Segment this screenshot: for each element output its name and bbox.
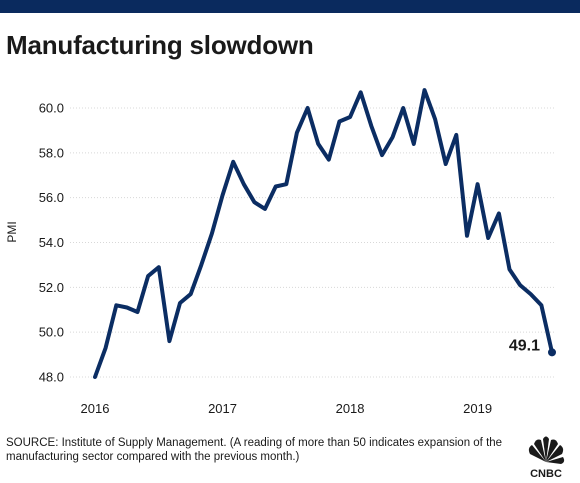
y-tick-label: 54.0	[39, 235, 64, 250]
x-tick-label: 2016	[81, 401, 110, 416]
cnbc-peacock-logo: CNBC	[528, 436, 565, 480]
y-tick-label: 56.0	[39, 190, 64, 205]
gridlines	[70, 107, 555, 378]
y-tick-label: 58.0	[39, 145, 64, 160]
line-chart: 48.050.052.054.056.058.060.0 2016 2017 201…	[5, 88, 556, 416]
chart-title: Manufacturing slowdown	[6, 30, 314, 60]
y-tick-label: 52.0	[39, 280, 64, 295]
x-tick-label: 2018	[336, 401, 365, 416]
y-tick-label: 48.0	[39, 370, 64, 385]
y-axis-label: PMI	[5, 221, 19, 242]
x-axis-ticks: 2016 2017 2018 2019	[81, 401, 493, 416]
y-axis-ticks: 48.0 50.0 52.0 54.0 56.0 58.0 60.0	[39, 101, 64, 385]
series-line	[93, 88, 554, 379]
last-point-marker	[548, 348, 556, 357]
source-note: SOURCE: Institute of Supply Management. …	[6, 437, 503, 463]
y-tick-label: 50.0	[39, 325, 64, 340]
top-bar	[0, 0, 580, 13]
x-tick-label: 2017	[208, 401, 237, 416]
series-pmi	[93, 88, 556, 379]
x-tick-label: 2019	[463, 401, 492, 416]
last-value-label: 49.1	[509, 337, 540, 354]
y-tick-label: 60.0	[39, 101, 64, 116]
logo-wordmark: CNBC	[530, 468, 562, 480]
